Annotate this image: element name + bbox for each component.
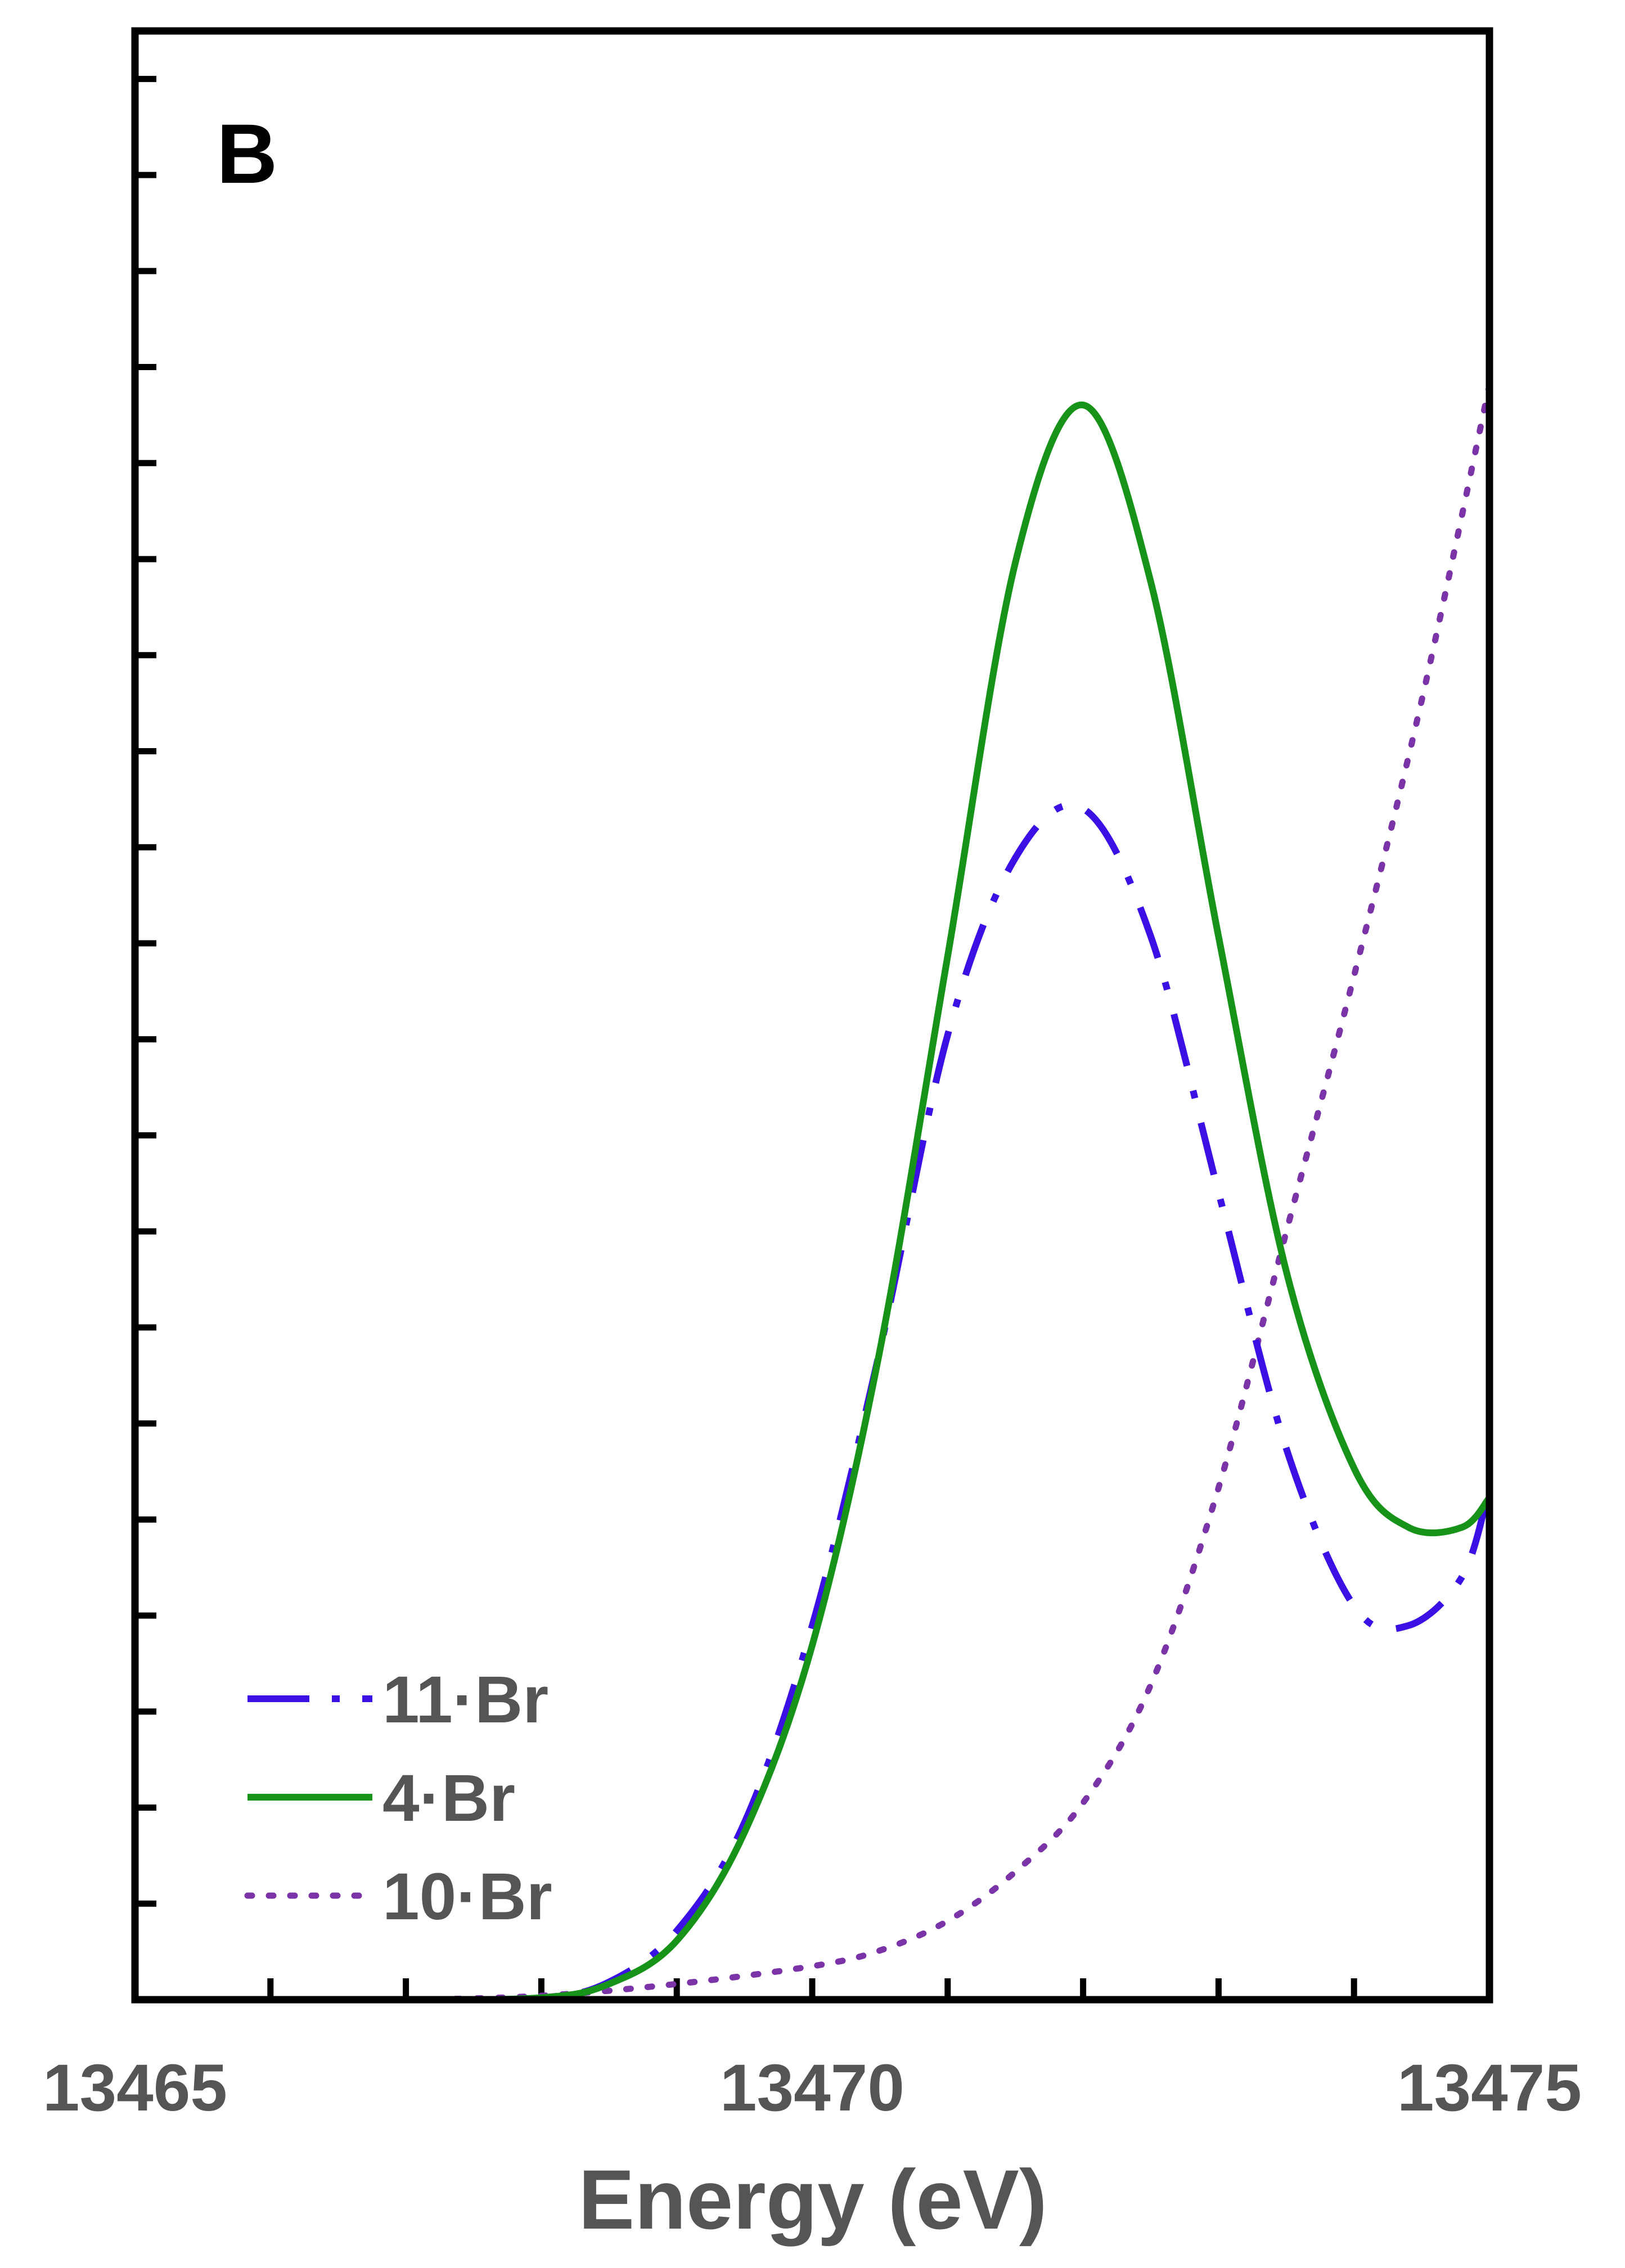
x-tick-label: 13475 [1397, 2051, 1582, 2125]
series-line-4-br [135, 401, 1489, 2000]
panel-label: B [217, 106, 277, 201]
x-tick-label: 13470 [720, 2051, 904, 2125]
legend-label: 4·Br [382, 1761, 515, 1835]
plot-frame [131, 27, 1493, 2004]
legend-label: 10·Br [382, 1860, 552, 1934]
legend: 11·Br 4·Br 10·Br [244, 1663, 552, 1934]
x-tick-label: 13465 [43, 2051, 227, 2125]
legend-label: 11·Br [382, 1663, 548, 1737]
x-axis-title: Energy (eV) [578, 2152, 1047, 2247]
